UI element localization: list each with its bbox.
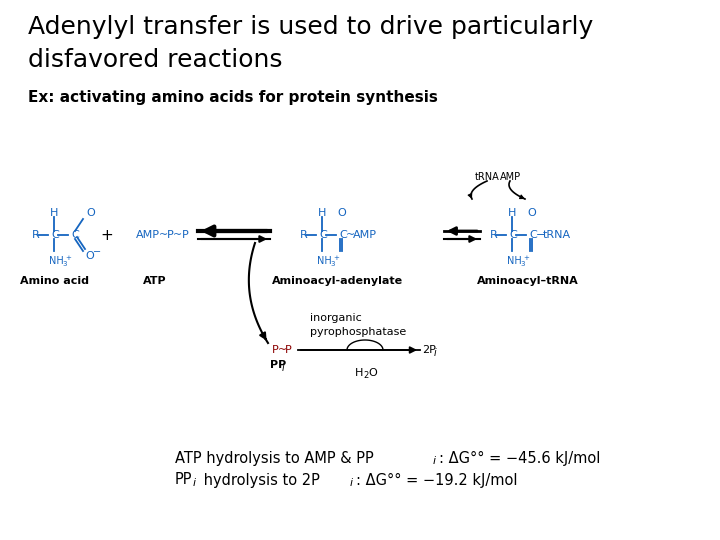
Text: NH: NH <box>49 256 64 266</box>
Text: : ΔG°° = −45.6 kJ/mol: : ΔG°° = −45.6 kJ/mol <box>439 450 600 465</box>
Text: P: P <box>166 230 174 240</box>
Text: : ΔG°° = −19.2 kJ/mol: : ΔG°° = −19.2 kJ/mol <box>356 472 518 488</box>
Text: +: + <box>65 255 71 261</box>
Text: −: − <box>536 230 545 240</box>
Text: H: H <box>508 208 516 218</box>
Text: R: R <box>300 230 307 240</box>
Text: ~: ~ <box>174 230 183 240</box>
Text: 2: 2 <box>363 370 368 380</box>
Text: AMP: AMP <box>353 230 377 240</box>
Text: Aminoacyl–tRNA: Aminoacyl–tRNA <box>477 276 579 286</box>
Text: 3: 3 <box>330 261 335 267</box>
Text: C: C <box>71 230 78 240</box>
Text: Ex: activating amino acids for protein synthesis: Ex: activating amino acids for protein s… <box>28 90 438 105</box>
Text: C: C <box>51 230 59 240</box>
Text: tRNA: tRNA <box>474 172 500 182</box>
Text: AMP: AMP <box>136 230 160 240</box>
Text: O: O <box>85 251 94 261</box>
Text: AMP: AMP <box>500 172 521 182</box>
Text: H: H <box>50 208 58 218</box>
Text: NH: NH <box>317 256 332 266</box>
Text: O: O <box>528 208 536 218</box>
Text: 2P: 2P <box>422 345 436 355</box>
Text: i: i <box>350 477 353 488</box>
Text: ~: ~ <box>158 230 168 240</box>
Text: Adenylyl transfer is used to drive particularly: Adenylyl transfer is used to drive parti… <box>28 15 593 39</box>
Text: ATP hydrolysis to AMP & PP: ATP hydrolysis to AMP & PP <box>175 450 374 465</box>
Text: hydrolysis to 2P: hydrolysis to 2P <box>199 472 320 488</box>
Text: Amino acid: Amino acid <box>19 276 89 286</box>
Text: R: R <box>490 230 498 240</box>
Text: C: C <box>529 230 536 240</box>
Text: P: P <box>181 230 189 240</box>
Text: i: i <box>193 477 196 488</box>
Text: +: + <box>523 255 529 261</box>
Text: disfavored reactions: disfavored reactions <box>28 48 282 72</box>
Text: i: i <box>434 348 437 358</box>
Text: C: C <box>339 230 347 240</box>
Text: P: P <box>285 345 292 355</box>
Text: inorganic: inorganic <box>310 313 361 323</box>
Text: O: O <box>86 208 95 218</box>
Text: PP: PP <box>175 472 192 488</box>
Text: C: C <box>319 230 327 240</box>
Text: i: i <box>282 363 284 373</box>
Text: 3: 3 <box>62 261 66 267</box>
Text: R: R <box>32 230 40 240</box>
Text: O: O <box>368 368 377 378</box>
Text: PP: PP <box>270 360 287 370</box>
Text: ~: ~ <box>278 345 287 355</box>
Text: ~: ~ <box>346 230 355 240</box>
Text: NH: NH <box>507 256 522 266</box>
Text: i: i <box>433 456 436 465</box>
Text: −: − <box>93 247 101 257</box>
Text: H: H <box>355 368 364 378</box>
Text: pyrophosphatase: pyrophosphatase <box>310 327 406 337</box>
Text: C: C <box>509 230 517 240</box>
Text: +: + <box>101 227 113 242</box>
Text: ATP: ATP <box>143 276 167 286</box>
Text: H: H <box>318 208 326 218</box>
Text: O: O <box>338 208 346 218</box>
Text: Aminoacyl-adenylate: Aminoacyl-adenylate <box>272 276 404 286</box>
Text: 3: 3 <box>520 261 524 267</box>
Text: +: + <box>333 255 339 261</box>
Text: tRNA: tRNA <box>543 230 571 240</box>
Text: P: P <box>272 345 279 355</box>
